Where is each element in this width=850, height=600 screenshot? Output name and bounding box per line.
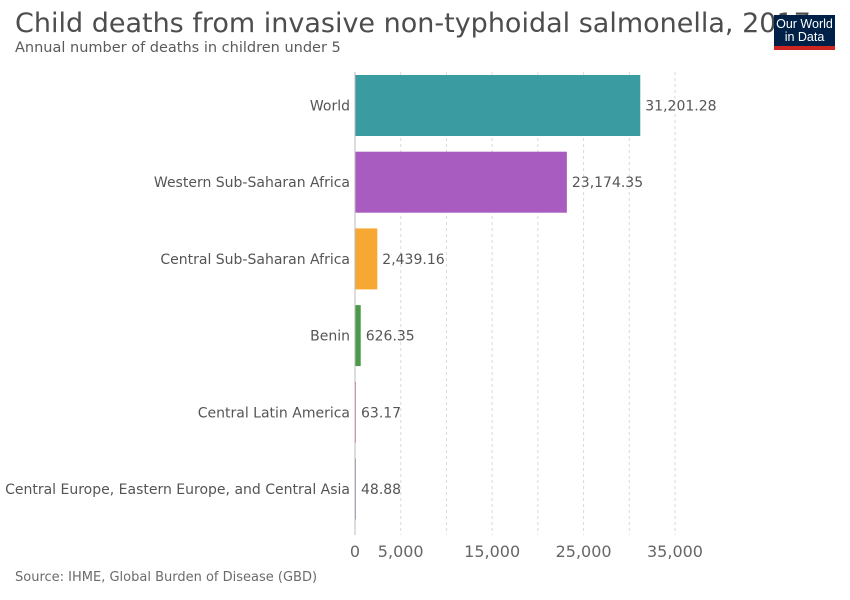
bar-2 [355,228,378,290]
value-label-5: 48.88 [361,482,401,498]
value-label-4: 63.17 [361,405,401,421]
x-tick-label-3: 25,000 [556,542,612,561]
logo-line-2: in Data [784,30,825,44]
value-label-0: 31,201.28 [645,99,716,115]
bar-3 [355,305,361,367]
value-label-2: 2,439.16 [382,252,444,268]
owid-logo[interactable]: Our World in Data [774,15,835,50]
x-tick-label-0: 0 [350,542,360,561]
source-note: Source: IHME, Global Burden of Disease (… [15,570,318,585]
x-tick-label-4: 35,000 [647,542,703,561]
x-tick-label-1: 5,000 [378,542,424,561]
category-label-1: Western Sub-Saharan Africa [154,175,350,191]
bar-0 [355,75,641,136]
value-label-3: 626.35 [366,329,415,345]
chart-subtitle: Annual number of deaths in children unde… [15,40,341,56]
category-label-2: Central Sub-Saharan Africa [160,252,350,268]
value-label-1: 23,174.35 [572,175,643,191]
logo-line-1: Our World [776,17,833,31]
category-label-5: Central Europe, Eastern Europe, and Cent… [5,482,350,498]
category-label-3: Benin [310,329,350,345]
category-label-0: World [310,99,350,115]
category-label-4: Central Latin America [198,405,350,421]
chart-title: Child deaths from invasive non-typhoidal… [15,8,811,39]
x-tick-label-2: 15,000 [464,542,520,561]
bar-1 [355,151,567,213]
